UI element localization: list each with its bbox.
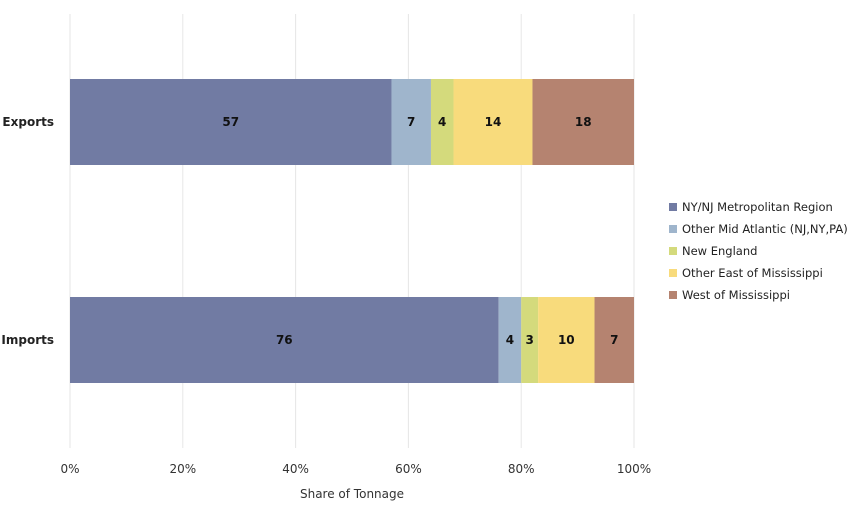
data-label: 14 bbox=[485, 115, 502, 129]
data-label: 18 bbox=[575, 115, 592, 129]
data-label: 3 bbox=[525, 333, 533, 347]
legend-swatch bbox=[669, 225, 677, 233]
data-label: 7 bbox=[407, 115, 415, 129]
x-axis-ticks: 0% 20% 40% 60% 80% 100% bbox=[60, 462, 651, 476]
bar-segment bbox=[532, 79, 634, 165]
data-label: 4 bbox=[438, 115, 446, 129]
bar-segment bbox=[594, 297, 634, 383]
x-tick-label: 100% bbox=[617, 462, 651, 476]
bars bbox=[70, 79, 634, 383]
bar-segment bbox=[521, 297, 539, 383]
legend-swatch bbox=[669, 203, 677, 211]
legend-label: NY/NJ Metropolitan Region bbox=[682, 200, 833, 214]
x-axis-title: Share of Tonnage bbox=[300, 487, 404, 501]
x-tick-label: 20% bbox=[169, 462, 196, 476]
data-label: 4 bbox=[506, 333, 514, 347]
category-label: Imports bbox=[1, 333, 54, 347]
x-tick-label: 40% bbox=[282, 462, 309, 476]
data-label: 76 bbox=[276, 333, 293, 347]
legend-swatch bbox=[669, 291, 677, 299]
bar-segment bbox=[453, 79, 533, 165]
bar-segment bbox=[430, 79, 454, 165]
bar-segment bbox=[70, 79, 392, 165]
bar-segment bbox=[538, 297, 595, 383]
x-tick-label: 0% bbox=[60, 462, 79, 476]
legend-swatch bbox=[669, 269, 677, 277]
bar-segment bbox=[498, 297, 522, 383]
bar-segment bbox=[391, 79, 431, 165]
x-tick-label: 80% bbox=[508, 462, 535, 476]
data-label: 7 bbox=[610, 333, 618, 347]
data-label: 10 bbox=[558, 333, 575, 347]
data-label: 57 bbox=[222, 115, 239, 129]
x-tick-label: 60% bbox=[395, 462, 422, 476]
category-label: Exports bbox=[2, 115, 54, 129]
legend-swatch bbox=[669, 247, 677, 255]
category-labels: Exports Imports bbox=[1, 115, 54, 347]
legend-label: New England bbox=[682, 244, 757, 258]
legend-label: West of Mississippi bbox=[682, 288, 790, 302]
legend-label: Other Mid Atlantic (NJ,NY,PA) bbox=[682, 222, 848, 236]
bar-segment bbox=[70, 297, 499, 383]
legend-label: Other East of Mississippi bbox=[682, 266, 823, 280]
legend: NY/NJ Metropolitan Region Other Mid Atlan… bbox=[669, 200, 848, 302]
